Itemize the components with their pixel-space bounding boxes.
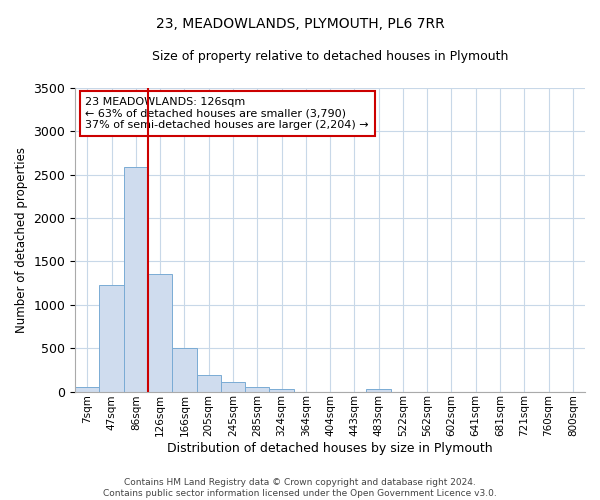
Text: Contains HM Land Registry data © Crown copyright and database right 2024.
Contai: Contains HM Land Registry data © Crown c… [103,478,497,498]
Text: 23, MEADOWLANDS, PLYMOUTH, PL6 7RR: 23, MEADOWLANDS, PLYMOUTH, PL6 7RR [155,18,445,32]
Bar [221,382,245,392]
Bar [100,285,124,392]
X-axis label: Distribution of detached houses by size in Plymouth: Distribution of detached houses by size … [167,442,493,455]
Bar [172,348,197,392]
Title: Size of property relative to detached houses in Plymouth: Size of property relative to detached ho… [152,50,508,63]
Bar [269,390,293,392]
Bar [197,374,221,392]
Bar [367,390,391,392]
Bar [75,387,100,392]
Bar [245,387,269,392]
Y-axis label: Number of detached properties: Number of detached properties [15,146,28,332]
Bar [124,167,148,392]
Text: 23 MEADOWLANDS: 126sqm
← 63% of detached houses are smaller (3,790)
37% of semi-: 23 MEADOWLANDS: 126sqm ← 63% of detached… [85,97,369,130]
Bar [148,274,172,392]
